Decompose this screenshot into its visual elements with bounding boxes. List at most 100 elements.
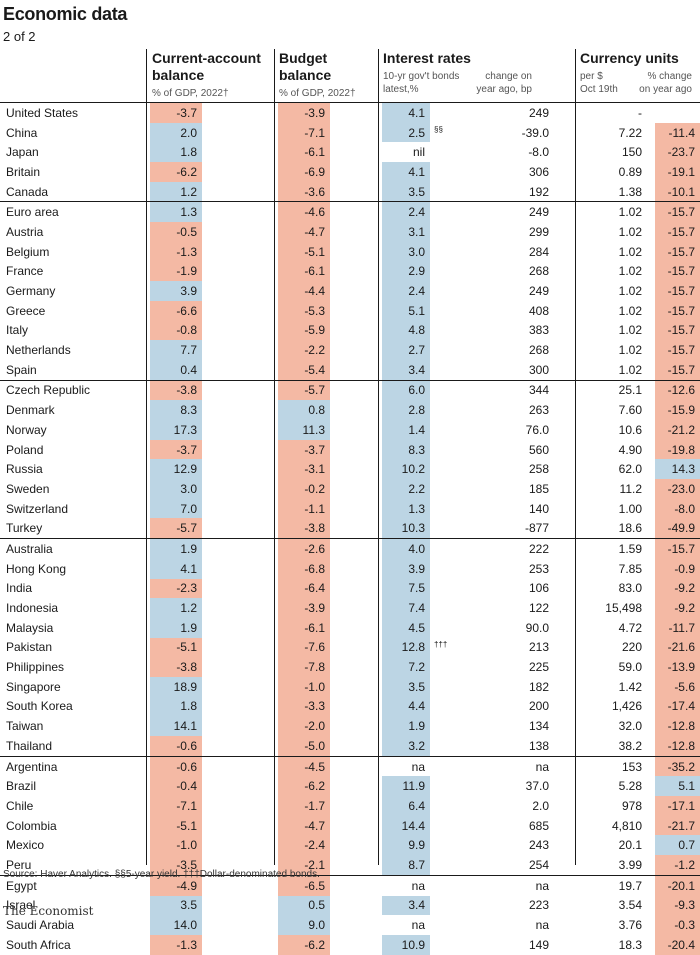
yield-change-value: 149 [528, 937, 549, 952]
header-per-dollar: per $ Oct 19th [580, 71, 618, 95]
table-row: Czech Republic -3.8 -5.7 6.0 344 25.1 -12.6 [0, 379, 700, 401]
spacer [330, 618, 378, 638]
spacer [202, 935, 274, 955]
country-name: Denmark [6, 403, 55, 418]
currency-change-value: -12.6 [655, 379, 700, 401]
spacer [202, 518, 274, 538]
budget-balance-value: -4.7 [278, 815, 330, 836]
footnote-marker [430, 182, 468, 202]
bond-yield-value: 11.9 [382, 776, 430, 797]
yield-change-value: 243 [528, 838, 549, 853]
yield-change-value: 192 [528, 184, 549, 199]
currency-per-dollar-value: 19.7 [575, 874, 647, 896]
table-row: South Africa -1.3 -6.2 10.9 149 18.3 -20.4 [0, 934, 700, 955]
footnote-marker [430, 896, 468, 916]
currency-per-dollar-value: 1.02 [618, 264, 642, 279]
currency-change-value: -35.2 [655, 755, 700, 777]
currency-change-value: -15.7 [655, 359, 700, 381]
currency-per-dollar-value: 18.3 [618, 937, 642, 952]
currency-change-value: -20.1 [655, 874, 700, 896]
country-name: Japan [6, 145, 39, 160]
current-account-value: -6.2 [150, 162, 202, 182]
table-row: Euro area 1.3 -4.6 2.4 249 1.02 -15.7 [0, 201, 700, 223]
yield-change-value: na [468, 755, 554, 777]
budget-balance-value: -6.8 [278, 558, 330, 579]
spacer [330, 816, 378, 836]
country-name: Italy [6, 323, 29, 338]
table-row: Netherlands 7.7 -2.2 2.7 268 1.02 -15.7 [0, 340, 700, 360]
table-row: Italy -0.8 -5.9 4.8 383 1.02 -15.7 [0, 320, 700, 341]
source-note: Source: Haver Analytics. §§5-year yield.… [3, 869, 320, 880]
footnote-marker [430, 598, 468, 618]
budget-balance-value: -7.6 [278, 637, 330, 658]
table-row: Norway 17.3 11.3 1.4 76.0 10.6 -21.2 [0, 420, 700, 440]
budget-balance-value: -6.4 [278, 578, 330, 599]
column-rule [378, 49, 379, 865]
bond-yield-value: 4.4 [382, 696, 430, 717]
spacer [647, 499, 655, 519]
spacer [554, 420, 575, 440]
table-row: Greece -6.6 -5.3 5.1 408 1.02 -15.7 [0, 300, 700, 321]
header-current-account-units: % of GDP, 2022† [152, 88, 229, 99]
spacer [330, 855, 378, 875]
currency-per-dollar-value: 4,810 [611, 818, 642, 833]
spacer [202, 835, 274, 855]
country-name: Singapore [6, 679, 61, 694]
spacer [202, 677, 274, 697]
budget-balance-value: -5.9 [278, 320, 330, 341]
spacer [202, 736, 274, 756]
current-account-value: 3.5 [150, 895, 202, 916]
spacer [202, 499, 274, 519]
footnote-marker [430, 736, 468, 756]
bond-yield-value: 1.9 [382, 716, 430, 736]
spacer [647, 657, 655, 677]
footnote-marker [430, 538, 468, 559]
table-row: Canada 1.2 -3.6 3.5 192 1.38 -10.1 [0, 181, 700, 202]
table-body: United States -3.7 -3.9 4.1 249 - China 2.0 -7.1… [0, 103, 700, 955]
yield-change-value: 2.0 [532, 798, 549, 813]
spacer [146, 874, 150, 896]
currency-per-dollar-value: 1.42 [618, 679, 642, 694]
spacer [647, 618, 655, 638]
spacer [554, 638, 575, 658]
column-rule [575, 49, 576, 865]
yield-change-value: 134 [528, 719, 549, 734]
spacer [202, 321, 274, 341]
table-row: France -1.9 -6.1 2.9 268 1.02 -15.7 [0, 261, 700, 282]
spacer [202, 538, 274, 559]
spacer [554, 360, 575, 380]
spacer [554, 716, 575, 736]
spacer [647, 518, 655, 538]
currency-per-dollar-value: 1.02 [618, 224, 642, 239]
spacer [554, 201, 575, 223]
spacer [647, 796, 655, 816]
bond-yield-value: 3.1 [382, 222, 430, 242]
currency-change-value: -12.8 [655, 716, 700, 736]
footnote-marker [430, 835, 468, 855]
currency-per-dollar-value: 7.60 [618, 403, 642, 418]
table-row: Brazil -0.4 -6.2 11.9 37.0 5.28 5.1 [0, 776, 700, 797]
footnote-marker [430, 162, 468, 182]
footnote-marker [430, 281, 468, 301]
budget-balance-value: -3.9 [278, 103, 330, 123]
spacer [330, 638, 378, 658]
currency-change-value: -1.2 [655, 855, 700, 876]
currency-per-dollar-value: 1.02 [618, 362, 642, 377]
budget-balance-value: -3.8 [278, 518, 330, 539]
spacer [554, 281, 575, 301]
spacer [330, 716, 378, 736]
current-account-value: 1.3 [150, 201, 202, 223]
spacer [647, 123, 655, 143]
footnote-marker [430, 379, 468, 401]
spacer [647, 816, 655, 836]
bond-yield-value: na [382, 874, 430, 896]
spacer [647, 321, 655, 341]
budget-balance-value: 0.5 [278, 895, 330, 916]
current-account-value: 1.2 [150, 181, 202, 202]
current-account-value: 1.9 [150, 617, 202, 638]
currency-change-value: -9.3 [655, 895, 700, 916]
bond-yield-value: 3.4 [382, 359, 430, 381]
budget-balance-value: -7.8 [278, 657, 330, 677]
spacer [330, 400, 378, 420]
current-account-value: 1.8 [150, 142, 202, 163]
